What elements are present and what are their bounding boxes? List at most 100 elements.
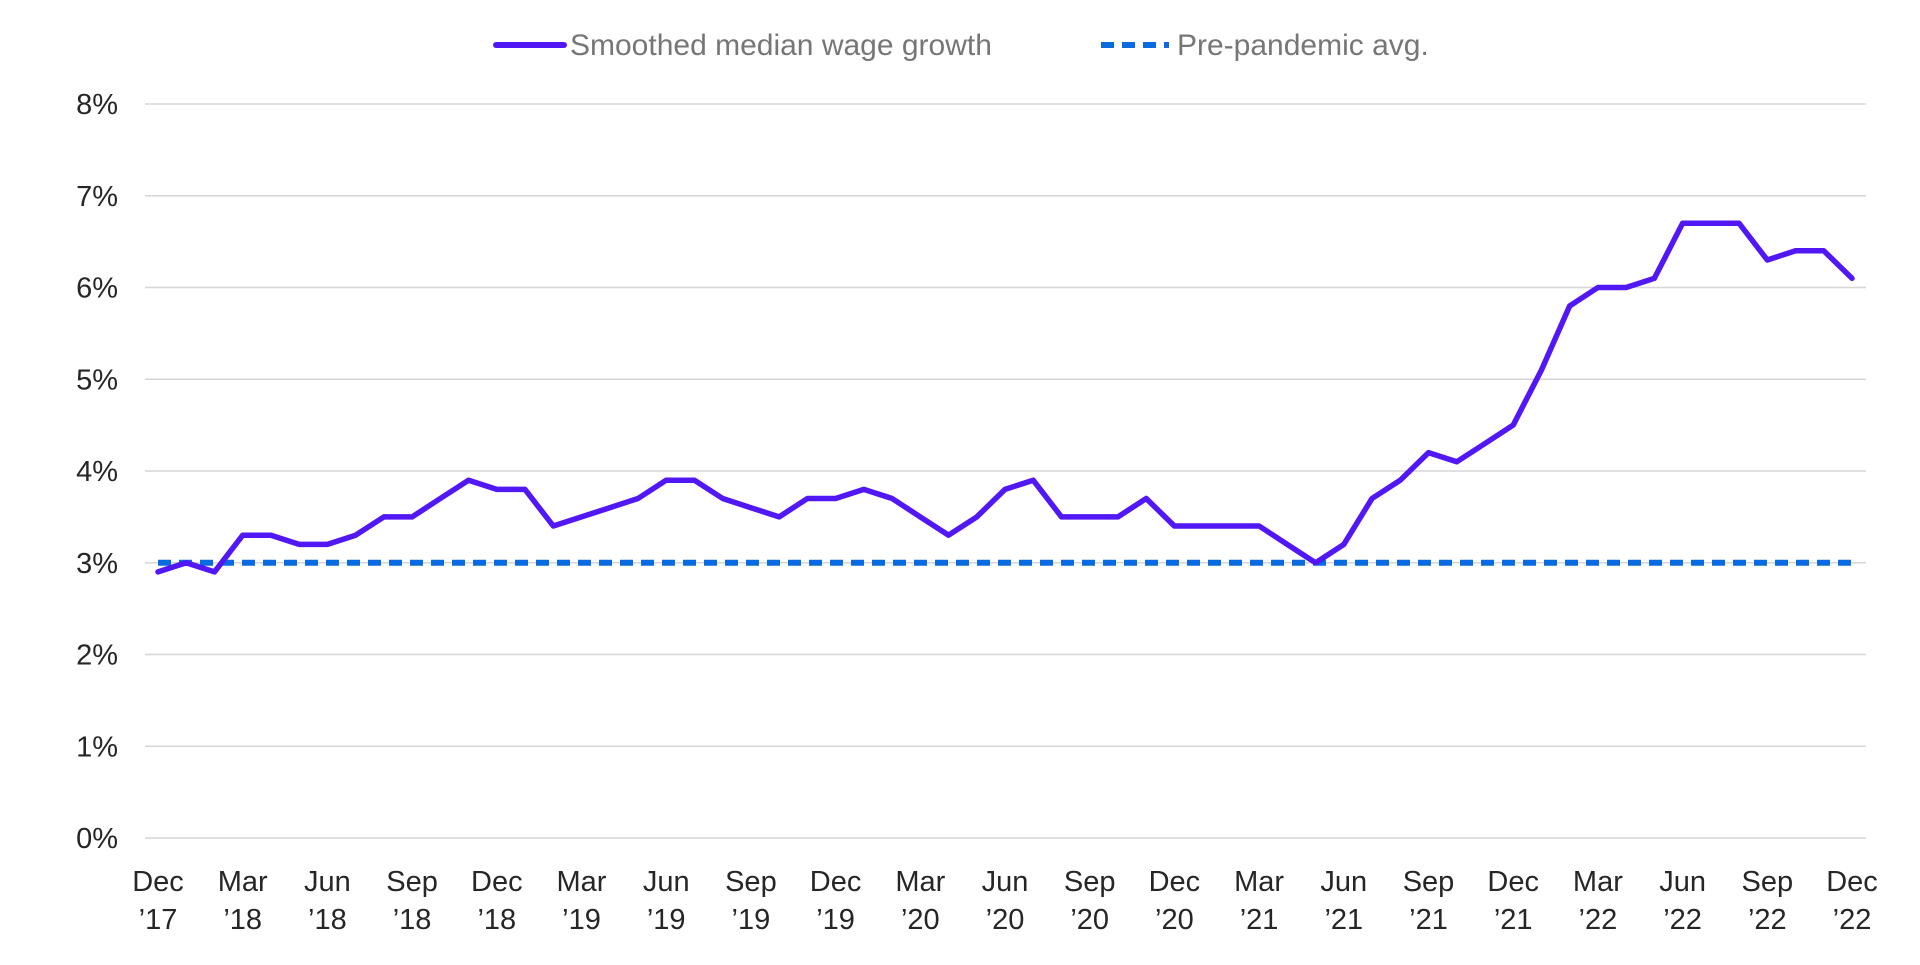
- y-tick-label: 4%: [76, 456, 118, 488]
- data-point: [437, 496, 443, 502]
- x-tick-label-year: ’22: [1579, 904, 1618, 936]
- x-tick-label-year: ’21: [1324, 904, 1363, 936]
- data-point: [889, 496, 895, 502]
- x-tick-label-month: Sep: [1403, 866, 1455, 898]
- x-tick-label-year: ’19: [647, 904, 686, 936]
- data-point: [1680, 220, 1686, 226]
- data-point: [1623, 285, 1629, 291]
- data-point: [1849, 275, 1855, 281]
- x-tick-label-month: Jun: [1320, 866, 1367, 898]
- data-point: [1538, 367, 1544, 373]
- data-point: [1510, 422, 1516, 428]
- data-point: [1821, 248, 1827, 254]
- x-tick-label-year: ’18: [477, 904, 516, 936]
- x-tick-label-month: Mar: [557, 866, 607, 898]
- data-point: [1341, 541, 1347, 547]
- x-tick-label-month: Dec: [1487, 866, 1539, 898]
- x-tick-label-month: Dec: [132, 866, 184, 898]
- data-point: [833, 496, 839, 502]
- x-tick-label-month: Sep: [725, 866, 777, 898]
- x-tick-label-year: ’22: [1663, 904, 1702, 936]
- x-tick-label-year: ’17: [139, 904, 178, 936]
- legend-label-pre-pandemic: Pre-pandemic avg.: [1177, 29, 1429, 62]
- data-point: [183, 560, 189, 566]
- data-point: [1143, 496, 1149, 502]
- x-tick-label-year: ’22: [1748, 904, 1787, 936]
- x-tick-label-month: Jun: [643, 866, 690, 898]
- y-tick-label: 8%: [76, 89, 118, 121]
- data-point: [1764, 257, 1770, 263]
- data-point: [494, 486, 500, 492]
- data-point: [1567, 303, 1573, 309]
- data-point: [1736, 220, 1742, 226]
- y-tick-label: 2%: [76, 640, 118, 672]
- x-tick-label-year: ’21: [1240, 904, 1279, 936]
- x-tick-label-year: ’20: [986, 904, 1025, 936]
- data-point: [1200, 523, 1206, 529]
- data-point: [1793, 248, 1799, 254]
- x-tick-label-month: Sep: [1064, 866, 1116, 898]
- data-point: [1454, 459, 1460, 465]
- legend: Smoothed median wage growth Pre-pandemic…: [493, 29, 1429, 62]
- x-tick-label-month: Jun: [982, 866, 1029, 898]
- x-tick-label-month: Jun: [1659, 866, 1706, 898]
- x-axis-ticks: Dec ’17 Mar ’18 Jun ’18 Sep ’18 Dec ’18 Mar ’19 Jun ’…: [132, 866, 1878, 936]
- data-point: [607, 505, 613, 511]
- x-tick-label-month: Mar: [1234, 866, 1284, 898]
- data-point: [409, 514, 415, 520]
- data-point: [155, 569, 161, 575]
- x-tick-label-month: Mar: [218, 866, 268, 898]
- x-tick-label-year: ’21: [1409, 904, 1448, 936]
- data-point: [663, 477, 669, 483]
- data-point: [1313, 560, 1319, 566]
- data-point: [1171, 523, 1177, 529]
- y-tick-label: 7%: [76, 181, 118, 213]
- data-point: [466, 477, 472, 483]
- x-tick-label-year: ’21: [1494, 904, 1533, 936]
- x-tick-label-month: Sep: [386, 866, 438, 898]
- x-tick-label-year: ’18: [223, 904, 262, 936]
- y-tick-label: 5%: [76, 364, 118, 396]
- data-point: [1030, 477, 1036, 483]
- data-point: [1651, 275, 1657, 281]
- data-point: [917, 514, 923, 520]
- data-point: [1002, 486, 1008, 492]
- data-point: [776, 514, 782, 520]
- x-tick-label-month: Dec: [810, 866, 862, 898]
- x-tick-label-year: ’22: [1833, 904, 1872, 936]
- data-point: [522, 486, 528, 492]
- x-tick-label-month: Dec: [1149, 866, 1201, 898]
- x-tick-label-year: ’18: [308, 904, 347, 936]
- y-tick-label: 6%: [76, 273, 118, 305]
- data-point: [1708, 220, 1714, 226]
- x-tick-label-year: ’19: [562, 904, 601, 936]
- data-point: [1058, 514, 1064, 520]
- data-point: [268, 532, 274, 538]
- y-axis-ticks: 0% 1% 2% 3% 4% 5% 6% 7% 8%: [76, 89, 118, 855]
- data-point: [353, 532, 359, 538]
- x-tick-label-year: ’20: [1070, 904, 1109, 936]
- data-point: [1595, 285, 1601, 291]
- data-point: [861, 486, 867, 492]
- data-point: [1087, 514, 1093, 520]
- x-tick-label-month: Mar: [1573, 866, 1623, 898]
- data-point: [1482, 440, 1488, 446]
- series: [155, 220, 1855, 575]
- x-tick-label-year: ’20: [901, 904, 940, 936]
- data-point: [1228, 523, 1234, 529]
- y-tick-label: 1%: [76, 731, 118, 763]
- y-tick-label: 3%: [76, 548, 118, 580]
- data-point: [974, 514, 980, 520]
- data-point: [1256, 523, 1262, 529]
- data-point: [324, 541, 330, 547]
- data-point: [240, 532, 246, 538]
- x-tick-label-month: Dec: [1826, 866, 1878, 898]
- data-point: [748, 505, 754, 511]
- series-line-smoothed-median-wage-growth: [155, 220, 1855, 575]
- data-point: [691, 477, 697, 483]
- data-point: [635, 496, 641, 502]
- data-point: [211, 569, 217, 575]
- legend-label-wage-growth: Smoothed median wage growth: [570, 29, 992, 62]
